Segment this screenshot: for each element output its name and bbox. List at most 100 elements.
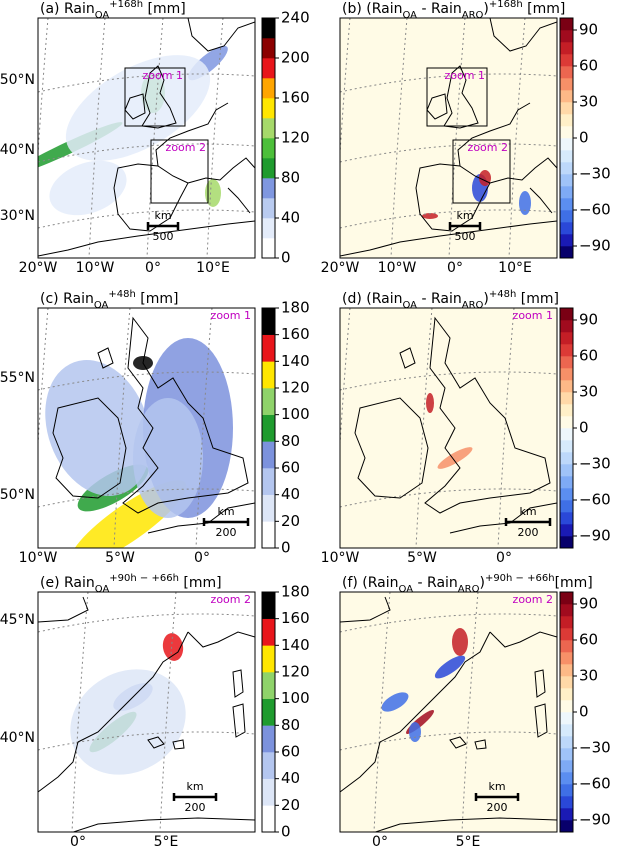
field-patch bbox=[133, 398, 203, 518]
scale-unit: km bbox=[456, 209, 473, 222]
colorbar-tick-label: 80 bbox=[281, 716, 300, 734]
map: zoom 1 km 200 bbox=[339, 307, 558, 549]
lat-label: 55°N bbox=[0, 370, 35, 386]
colorbar-tick-label: 120 bbox=[281, 379, 310, 397]
colorbar-band bbox=[560, 66, 573, 79]
coastline bbox=[122, 316, 249, 514]
colorbar-frame bbox=[261, 591, 276, 833]
colorbar-band bbox=[560, 102, 573, 115]
map: zoom 1 zoom 2 km 500 bbox=[37, 17, 256, 259]
colorbar-frame bbox=[261, 307, 276, 549]
colorbar-tick-label: 40 bbox=[281, 209, 300, 227]
colorbar-band bbox=[560, 676, 573, 689]
scale-length: 500 bbox=[153, 230, 174, 243]
zoom-box bbox=[124, 67, 186, 127]
colorbar-tick-label: −60 bbox=[579, 201, 611, 219]
graticule bbox=[38, 371, 255, 391]
scale-length: 200 bbox=[216, 526, 237, 539]
title-part: - Rain bbox=[417, 291, 462, 307]
zoom-label: zoom 1 bbox=[513, 309, 553, 322]
colorbar-band bbox=[262, 494, 275, 522]
lon-label: 0° bbox=[496, 550, 512, 566]
field-patch bbox=[49, 160, 127, 216]
graticule bbox=[497, 308, 515, 548]
colorbar-band bbox=[262, 198, 275, 219]
zoom-label: zoom 2 bbox=[166, 141, 206, 154]
lon-label: 0° bbox=[145, 260, 161, 276]
graticule bbox=[390, 18, 408, 258]
panel-title: (c) RainOA+48h [mm] bbox=[40, 289, 179, 311]
graticule bbox=[340, 613, 557, 633]
colorbar-band bbox=[560, 664, 573, 677]
colorbar-band bbox=[560, 42, 573, 55]
colorbar-tick-label: 30 bbox=[579, 667, 598, 685]
graticule bbox=[206, 18, 224, 258]
colorbar-band bbox=[560, 640, 573, 653]
zoom-label: zoom 2 bbox=[211, 593, 251, 606]
colorbar-tick-label: 240 bbox=[281, 9, 310, 27]
title-part: ARO bbox=[462, 10, 484, 21]
title-part: - Rain bbox=[417, 1, 462, 17]
zoom-label: zoom 1 bbox=[143, 69, 183, 82]
graticule bbox=[38, 488, 255, 508]
coastline bbox=[232, 669, 244, 698]
coastline bbox=[147, 736, 165, 749]
colorbar-band bbox=[560, 308, 573, 321]
colorbar-band bbox=[560, 114, 573, 127]
lon-label: 10°W bbox=[76, 260, 115, 276]
coastline bbox=[38, 220, 255, 257]
field-patch bbox=[65, 55, 211, 161]
graticule bbox=[159, 592, 177, 832]
lat-label: 30°N bbox=[0, 208, 35, 224]
colorbar-band bbox=[262, 138, 275, 159]
map-content bbox=[340, 308, 557, 548]
graticule bbox=[38, 209, 255, 229]
title-part: (b) (Rain bbox=[342, 1, 402, 17]
colorbar-tick-label: 20 bbox=[281, 796, 300, 814]
title-part: +168h bbox=[109, 0, 143, 10]
title-part: OA bbox=[399, 584, 414, 595]
colorbar-band bbox=[262, 521, 275, 549]
scale-length: 200 bbox=[185, 801, 206, 814]
title-part: ) bbox=[483, 291, 488, 307]
zoom-label: zoom 1 bbox=[445, 69, 485, 82]
colorbar-tick-label: 0 bbox=[281, 539, 291, 557]
graticule bbox=[340, 371, 557, 391]
field-patch bbox=[70, 669, 186, 775]
colorbar-band bbox=[262, 78, 275, 99]
colorbar-band bbox=[262, 698, 275, 726]
colorbar-tick-label: 60 bbox=[579, 347, 598, 365]
map: zoom 2 km 200 bbox=[37, 591, 256, 833]
colorbar-tick-label: 40 bbox=[281, 485, 300, 503]
colorbar-band bbox=[560, 198, 573, 211]
colorbar-band bbox=[560, 332, 573, 345]
coastline bbox=[426, 93, 448, 120]
colorbar-band bbox=[262, 441, 275, 469]
map-background bbox=[340, 592, 557, 832]
colorbar-band bbox=[262, 334, 275, 362]
coastline bbox=[97, 347, 114, 369]
map-background bbox=[340, 18, 557, 258]
colorbar-band bbox=[560, 616, 573, 629]
colorbar-tick-label: 60 bbox=[281, 743, 300, 761]
colorbar-band bbox=[262, 725, 275, 753]
graticule bbox=[340, 143, 557, 163]
graticule bbox=[88, 18, 106, 258]
colorbar-band bbox=[560, 246, 573, 259]
colorbar-band bbox=[560, 724, 573, 737]
colorbar-band bbox=[560, 18, 573, 31]
coastline bbox=[113, 163, 189, 232]
colorbar-tick-label: 30 bbox=[579, 93, 598, 111]
colorbar-band bbox=[560, 222, 573, 235]
title-part: [mm] bbox=[143, 1, 186, 17]
colorbar-band bbox=[560, 440, 573, 453]
coastline bbox=[77, 631, 189, 743]
colorbar-band bbox=[560, 320, 573, 333]
colorbar-tick-label: 80 bbox=[281, 169, 300, 187]
graticule bbox=[508, 18, 526, 258]
coastline bbox=[340, 220, 557, 257]
colorbar-tick-label: 0 bbox=[281, 249, 291, 267]
lat-label: 40°N bbox=[0, 730, 35, 746]
colorbar-tick-label: 80 bbox=[281, 432, 300, 450]
colorbar-tick-label: 200 bbox=[281, 49, 310, 67]
